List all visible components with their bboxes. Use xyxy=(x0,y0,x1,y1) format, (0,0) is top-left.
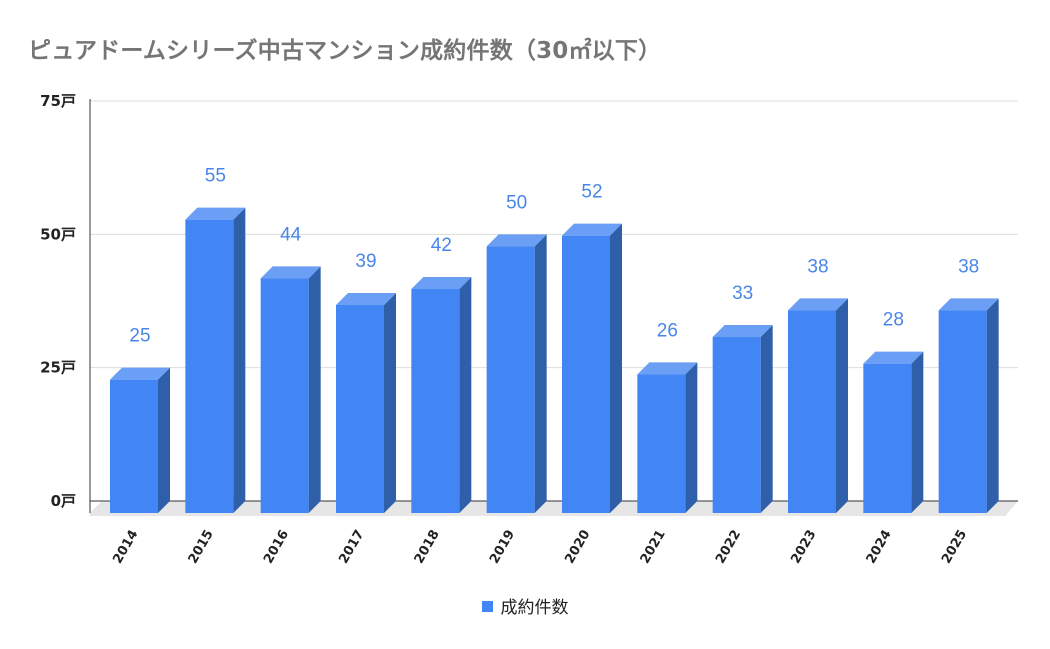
bar xyxy=(336,305,384,513)
x-tick-label: 2018 xyxy=(412,528,443,567)
bar xyxy=(863,363,912,513)
bar xyxy=(938,310,987,513)
bar-side xyxy=(384,293,396,513)
bar xyxy=(637,374,686,513)
bar-side xyxy=(911,351,924,513)
bar-top xyxy=(712,325,773,337)
legend-label: 成約件数 xyxy=(500,598,569,618)
bar xyxy=(110,379,158,513)
chart-floor xyxy=(90,501,1018,515)
bar-side xyxy=(308,266,321,513)
x-tick-label: 2019 xyxy=(487,528,518,567)
data-label: 42 xyxy=(431,235,452,256)
x-tick-label: 2025 xyxy=(939,528,970,567)
bar-top xyxy=(336,293,396,305)
data-label: 55 xyxy=(205,166,226,187)
data-label: 38 xyxy=(807,256,828,277)
bar xyxy=(788,310,836,513)
y-tick-label: 0戸 xyxy=(51,492,76,510)
legend: 成約件数 xyxy=(0,593,1050,618)
y-tick-label: 50戸 xyxy=(40,225,76,243)
bar-side xyxy=(836,298,848,513)
x-tick-label: 2015 xyxy=(186,528,217,567)
bar-top xyxy=(260,266,321,279)
legend-swatch xyxy=(481,601,493,612)
x-tick-label: 2024 xyxy=(864,528,895,567)
bar-top xyxy=(110,367,170,380)
bar-top xyxy=(637,362,698,375)
bar-side xyxy=(685,362,698,513)
x-tick-label: 2016 xyxy=(261,528,292,567)
data-label: 39 xyxy=(355,251,376,272)
bar-side xyxy=(760,325,773,513)
data-label: 28 xyxy=(883,310,904,331)
bar xyxy=(185,219,234,513)
bar xyxy=(486,246,535,514)
bar-side xyxy=(158,367,170,513)
x-tick-label: 2020 xyxy=(562,528,593,567)
bar-top xyxy=(185,207,246,220)
bar-top xyxy=(863,351,924,364)
data-label: 26 xyxy=(657,320,678,341)
bar-side xyxy=(534,234,547,514)
bar-top xyxy=(486,234,547,247)
data-label: 52 xyxy=(581,182,602,203)
bar-top xyxy=(411,277,472,289)
bar-side xyxy=(610,223,622,513)
y-tick-label: 75戸 xyxy=(40,92,76,110)
bar xyxy=(712,337,761,513)
y-tick-label: 25戸 xyxy=(40,359,76,377)
data-label: 33 xyxy=(732,283,753,304)
bar xyxy=(562,235,610,513)
chart-floor-edge xyxy=(90,512,1006,516)
x-tick-label: 2022 xyxy=(713,528,744,567)
bar-side xyxy=(233,207,246,513)
bar-top xyxy=(562,223,622,236)
bar-side xyxy=(459,277,472,513)
bar-top xyxy=(938,298,999,311)
x-tick-label: 2021 xyxy=(638,528,669,567)
bar-side xyxy=(986,298,999,513)
x-tick-label: 2023 xyxy=(788,528,819,567)
data-label: 50 xyxy=(506,192,527,213)
chart-title: ピュアドームシリーズ中古マンション成約件数（30㎡以下） xyxy=(28,38,662,64)
x-tick-label: 2017 xyxy=(336,528,367,567)
x-tick-label: 2014 xyxy=(110,528,141,567)
data-label: 38 xyxy=(958,256,979,277)
data-label: 25 xyxy=(129,326,150,347)
bar xyxy=(411,289,460,513)
data-label: 44 xyxy=(280,224,302,245)
bar xyxy=(260,278,309,513)
bar-top xyxy=(788,298,848,311)
